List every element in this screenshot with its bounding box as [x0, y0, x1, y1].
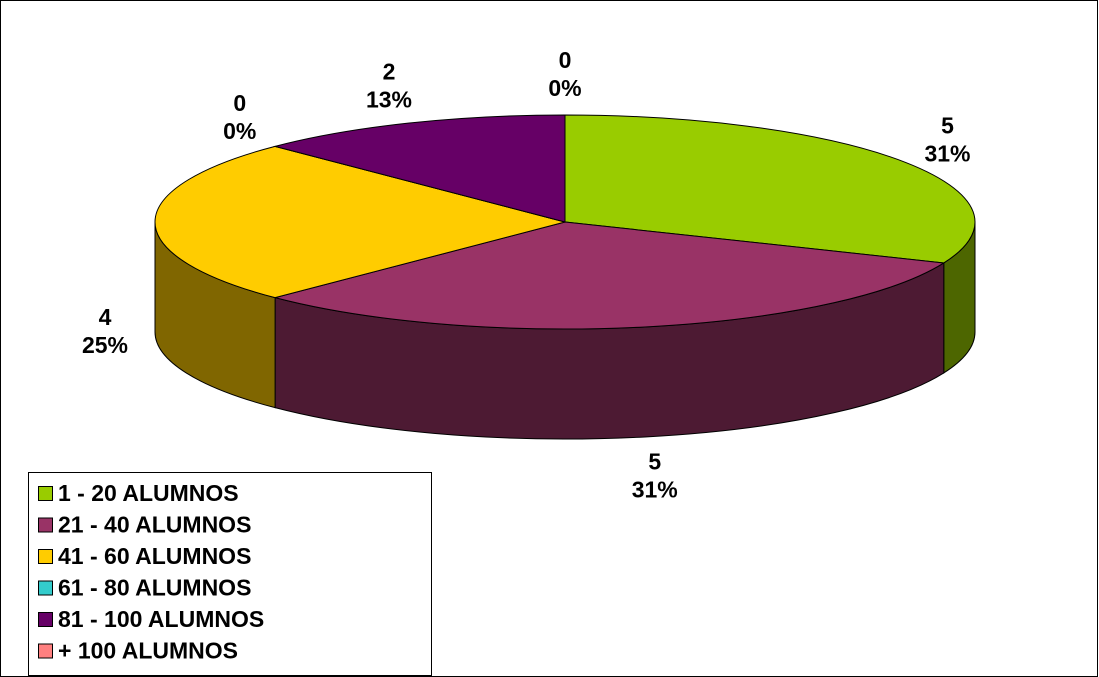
- percent-label: 31%: [632, 476, 678, 502]
- percent-label: 0%: [548, 75, 581, 101]
- legend-label: 81 - 100 ALUMNOS: [58, 606, 264, 632]
- data-label: 0: [559, 47, 572, 73]
- percent-label: 13%: [366, 86, 412, 112]
- legend-label: 1 - 20 ALUMNOS: [58, 480, 239, 506]
- legend-box: [28, 472, 432, 676]
- legend-swatch: [38, 612, 53, 627]
- data-label: 5: [648, 448, 661, 474]
- slice: [273, 114, 566, 223]
- legend-label: 41 - 60 ALUMNOS: [58, 543, 251, 569]
- data-label: 5: [941, 112, 954, 138]
- legend-swatch: [38, 580, 53, 596]
- percent-label: 25%: [82, 332, 128, 358]
- legend-swatch: [38, 549, 53, 564]
- slice: [564, 114, 976, 264]
- percent-label: 0%: [223, 118, 256, 144]
- legend-swatch: [38, 486, 53, 501]
- slice: [273, 221, 946, 330]
- data-label: 0: [233, 90, 246, 116]
- legend-label: 21 - 40 ALUMNOS: [58, 512, 251, 538]
- slice: [154, 145, 567, 299]
- legend-swatch: [38, 643, 53, 659]
- legend-swatch: [38, 517, 53, 533]
- legend-label: + 100 ALUMNOS: [58, 638, 238, 664]
- data-label: 4: [99, 304, 112, 330]
- data-label: 2: [383, 58, 396, 84]
- percent-label: 31%: [924, 140, 970, 166]
- legend-label: 61 - 80 ALUMNOS: [58, 575, 251, 601]
